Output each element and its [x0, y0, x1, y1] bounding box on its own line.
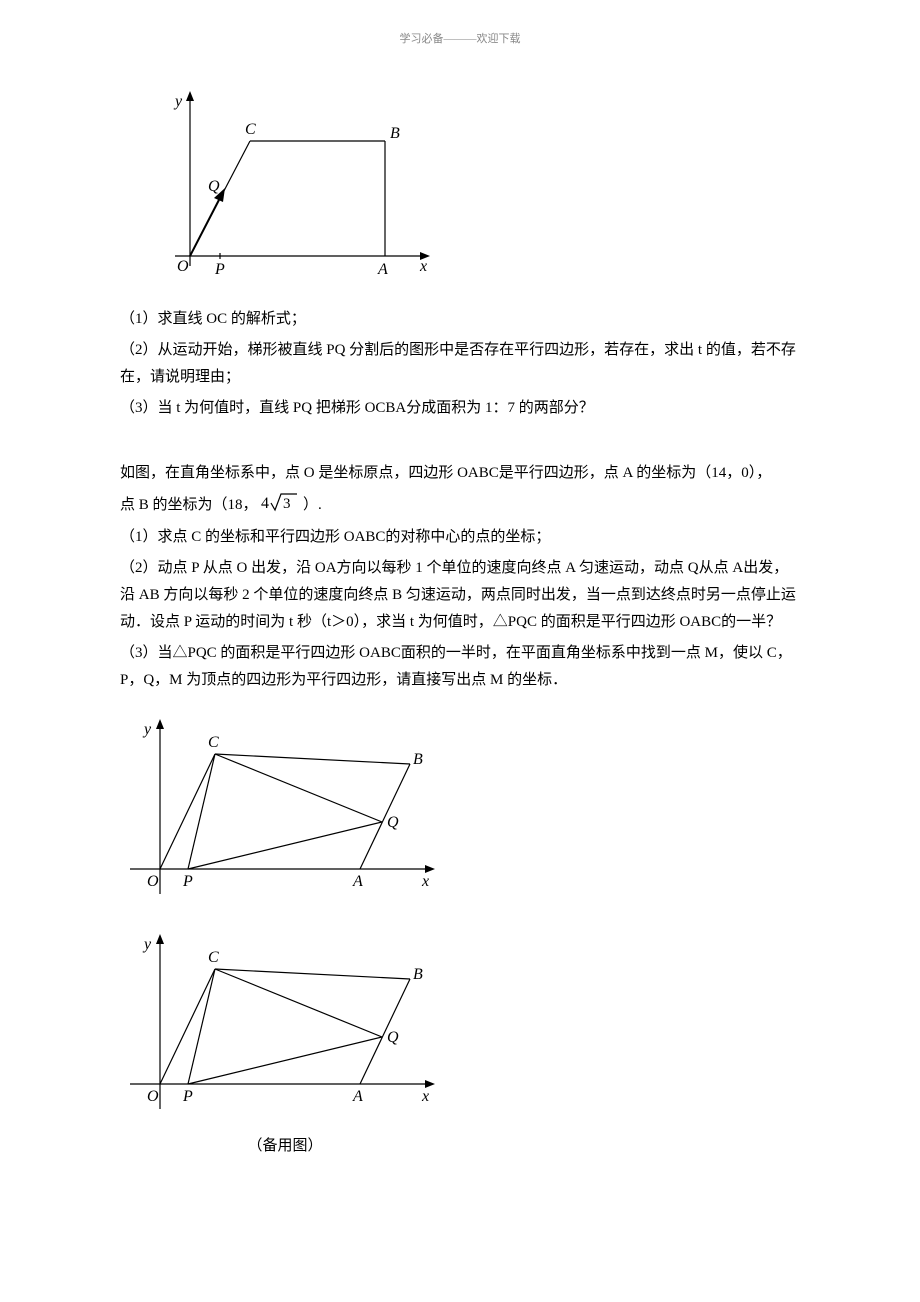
d3-label-P: P: [182, 1088, 193, 1105]
d1-label-O: O: [177, 258, 189, 275]
content-area: y x O P A C B Q （1）求直线 OC 的解析式； （2）从运动开始…: [0, 86, 920, 1155]
diagram-3: y x O P A C B Q: [120, 929, 450, 1124]
d2-label-C: C: [208, 734, 219, 751]
d3-label-C: C: [208, 949, 219, 966]
d3-label-A: A: [352, 1088, 363, 1105]
d1-label-P: P: [214, 261, 225, 278]
diagram-1: y x O P A C B Q: [160, 86, 440, 286]
backup-label: （备用图）: [120, 1134, 450, 1155]
header-text: 学习必备———欢迎下载: [400, 33, 521, 45]
d1-label-C: C: [245, 121, 256, 138]
d2-label-P: P: [182, 873, 193, 890]
d2-label-x: x: [421, 873, 429, 890]
d2-label-Q: Q: [387, 814, 399, 831]
p2-intro-2: 点 B 的坐标为（18， 4 3 ）.: [120, 491, 800, 520]
diagram-2: y x O P A C B Q: [120, 714, 450, 909]
d2-label-A: A: [352, 873, 363, 890]
diagram-2-container: y x O P A C B Q: [120, 714, 800, 914]
d3-label-Q: Q: [387, 1029, 399, 1046]
p2-q2: （2）动点 P 从点 O 出发，沿 OA方向以每秒 1 个单位的速度向终点 A …: [120, 555, 800, 636]
d3-label-O: O: [147, 1088, 159, 1105]
d3-label-x: x: [421, 1088, 429, 1105]
d3-label-B: B: [413, 966, 423, 983]
d1-label-x: x: [419, 258, 427, 275]
p1-q1: （1）求直线 OC 的解析式；: [120, 306, 800, 333]
sqrt-rad: 3: [283, 496, 291, 512]
p2-intro-1: 如图，在直角坐标系中，点 O 是坐标原点，四边形 OABC是平行四边形，点 A …: [120, 460, 800, 487]
diagram-1-container: y x O P A C B Q: [160, 86, 800, 291]
p1-q2: （2）从运动开始，梯形被直线 PQ 分割后的图形中是否存在平行四边形，若存在，求…: [120, 337, 800, 391]
d1-label-y: y: [173, 93, 183, 110]
p2-intro-2b: ）.: [303, 497, 322, 513]
sqrt-expression: 4 3: [261, 491, 299, 520]
d1-label-Q: Q: [208, 178, 220, 195]
d1-label-B: B: [390, 125, 400, 142]
d1-label-A: A: [377, 261, 388, 278]
diagram-3-container: y x O P A C B Q （备用图）: [120, 929, 800, 1155]
d3-label-y: y: [142, 936, 152, 953]
d2-label-y: y: [142, 721, 152, 738]
d2-label-B: B: [413, 751, 423, 768]
p2-q3: （3）当△PQC 的面积是平行四边形 OABC面积的一半时，在平面直角坐标系中找…: [120, 640, 800, 694]
p2-intro-2a: 点 B 的坐标为（18，: [120, 497, 258, 513]
d2-label-O: O: [147, 873, 159, 890]
sqrt-coef: 4: [261, 495, 269, 512]
p1-q3: （3）当 t 为何值时，直线 PQ 把梯形 OCBA分成面积为 1：7 的两部分…: [120, 395, 800, 422]
page-header: 学习必备———欢迎下载: [0, 30, 920, 46]
p2-q1: （1）求点 C 的坐标和平行四边形 OABC的对称中心的点的坐标；: [120, 524, 800, 551]
